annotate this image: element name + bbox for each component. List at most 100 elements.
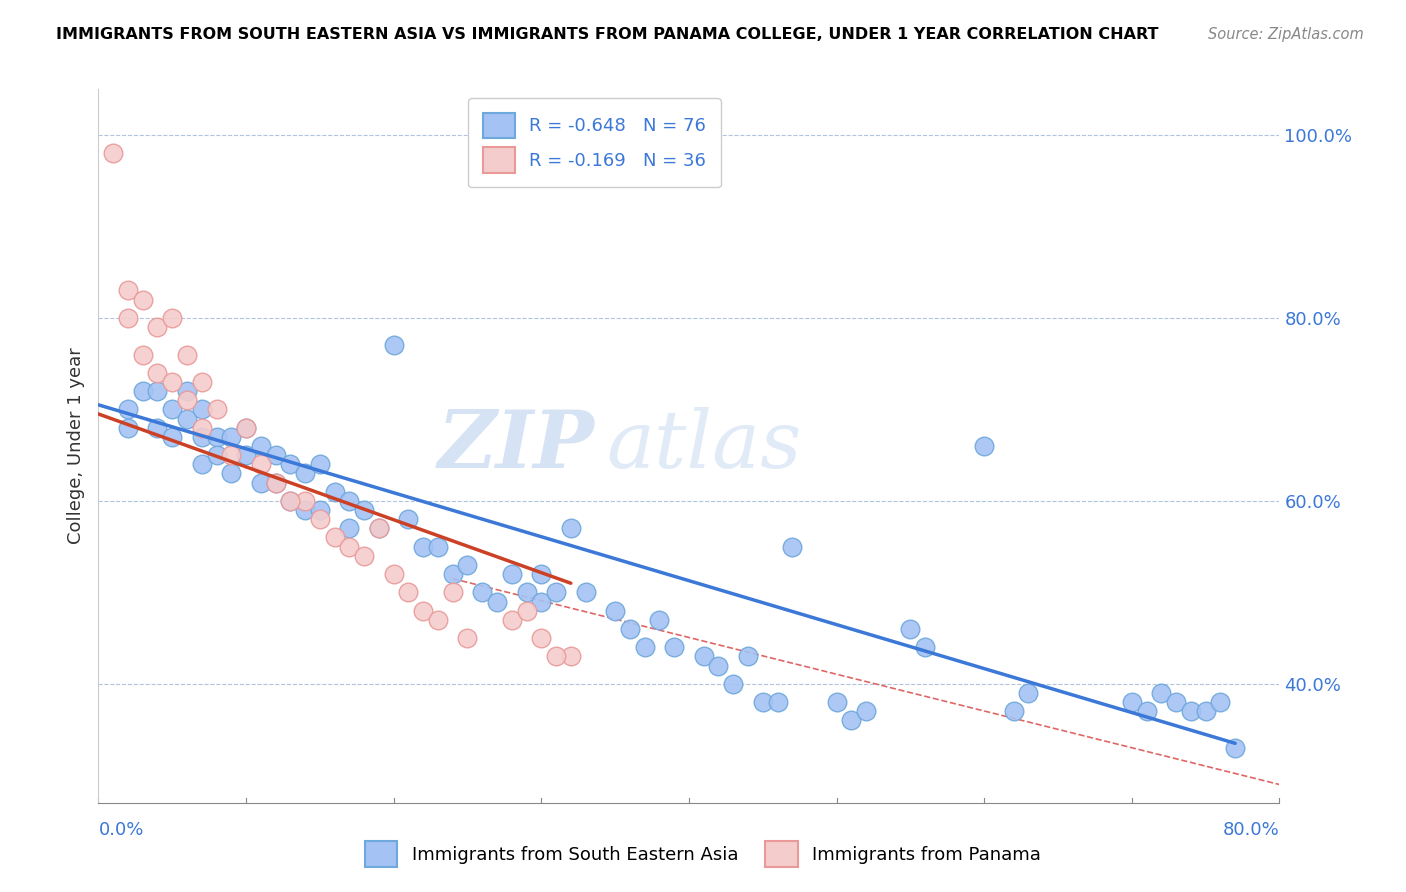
Point — [530, 567, 553, 582]
Point — [1121, 695, 1143, 709]
Point — [412, 604, 434, 618]
Point — [146, 366, 169, 380]
Point — [1017, 686, 1039, 700]
Point — [664, 640, 686, 655]
Text: atlas: atlas — [606, 408, 801, 484]
Text: 80.0%: 80.0% — [1223, 822, 1279, 839]
Point — [294, 494, 316, 508]
Point — [162, 402, 183, 417]
Point — [574, 585, 596, 599]
Text: IMMIGRANTS FROM SOUTH EASTERN ASIA VS IMMIGRANTS FROM PANAMA COLLEGE, UNDER 1 YE: IMMIGRANTS FROM SOUTH EASTERN ASIA VS IM… — [56, 27, 1159, 42]
Point — [441, 567, 464, 582]
Point — [339, 521, 360, 535]
Point — [1195, 704, 1218, 718]
Point — [103, 146, 125, 161]
Point — [737, 649, 759, 664]
Point — [132, 347, 155, 361]
Point — [396, 585, 419, 599]
Point — [191, 402, 214, 417]
Point — [278, 494, 302, 508]
Point — [515, 585, 537, 599]
Point — [191, 430, 214, 444]
Point — [560, 649, 582, 664]
Text: ZIP: ZIP — [437, 408, 595, 484]
Point — [309, 503, 332, 517]
Point — [219, 448, 242, 462]
Point — [456, 558, 478, 572]
Point — [841, 714, 863, 728]
Point — [309, 512, 332, 526]
Point — [619, 622, 641, 636]
Point — [235, 420, 257, 434]
Point — [219, 430, 242, 444]
Point — [162, 375, 183, 389]
Point — [205, 402, 228, 417]
Point — [191, 375, 214, 389]
Point — [1223, 740, 1246, 755]
Point — [323, 531, 346, 545]
Point — [382, 338, 405, 352]
Point — [146, 420, 169, 434]
Point — [162, 310, 183, 325]
Point — [560, 521, 582, 535]
Point — [117, 402, 139, 417]
Point — [176, 411, 198, 425]
Point — [633, 640, 655, 655]
Point — [250, 439, 273, 453]
Point — [1002, 704, 1025, 718]
Point — [693, 649, 716, 664]
Point — [353, 503, 375, 517]
Point — [396, 512, 419, 526]
Point — [648, 613, 671, 627]
Point — [117, 420, 139, 434]
Point — [294, 467, 316, 481]
Point — [914, 640, 936, 655]
Point — [176, 393, 198, 408]
Point — [250, 458, 273, 472]
Point — [782, 540, 804, 554]
Point — [471, 585, 494, 599]
Point — [368, 521, 391, 535]
Legend: Immigrants from South Eastern Asia, Immigrants from Panama: Immigrants from South Eastern Asia, Immi… — [357, 834, 1049, 874]
Legend: R = -0.648   N = 76, R = -0.169   N = 36: R = -0.648 N = 76, R = -0.169 N = 36 — [468, 98, 721, 187]
Point — [235, 448, 257, 462]
Point — [219, 467, 242, 481]
Point — [751, 695, 773, 709]
Point — [264, 448, 287, 462]
Point — [825, 695, 848, 709]
Point — [294, 503, 316, 517]
Point — [191, 420, 214, 434]
Point — [1180, 704, 1202, 718]
Point — [176, 347, 198, 361]
Point — [339, 540, 360, 554]
Point — [368, 521, 391, 535]
Point — [546, 649, 568, 664]
Point — [427, 613, 450, 627]
Point — [766, 695, 789, 709]
Point — [1135, 704, 1157, 718]
Point — [132, 293, 155, 307]
Point — [205, 448, 228, 462]
Point — [176, 384, 198, 398]
Point — [250, 475, 273, 490]
Point — [546, 585, 568, 599]
Text: 0.0%: 0.0% — [98, 822, 143, 839]
Point — [501, 613, 523, 627]
Point — [855, 704, 877, 718]
Point — [132, 384, 155, 398]
Point — [707, 658, 730, 673]
Point — [900, 622, 922, 636]
Point — [1209, 695, 1232, 709]
Point — [515, 604, 537, 618]
Point — [278, 494, 302, 508]
Point — [117, 284, 139, 298]
Text: Source: ZipAtlas.com: Source: ZipAtlas.com — [1208, 27, 1364, 42]
Point — [427, 540, 450, 554]
Point — [235, 420, 257, 434]
Point — [309, 458, 332, 472]
Point — [1164, 695, 1187, 709]
Point — [441, 585, 464, 599]
Point — [191, 458, 214, 472]
Point — [723, 677, 745, 691]
Point — [146, 384, 169, 398]
